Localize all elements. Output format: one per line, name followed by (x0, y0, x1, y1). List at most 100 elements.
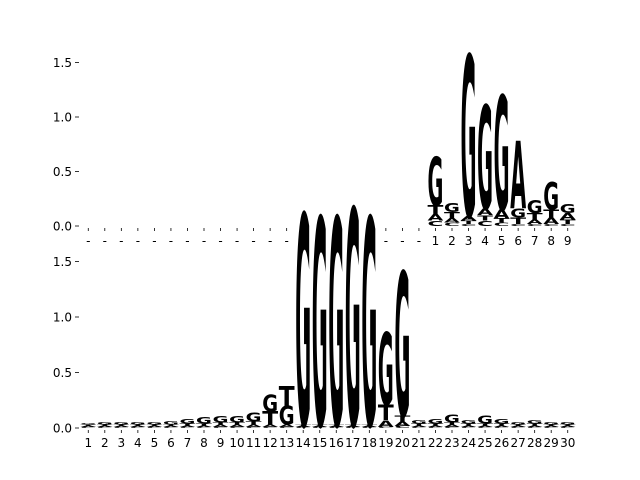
logo-letter-T: T (328, 424, 345, 426)
logo-letter-T: T (444, 211, 460, 221)
logo-letter-C: C (428, 427, 444, 429)
logo-letter-C: C (246, 427, 262, 429)
logo-letter-T: T (444, 422, 461, 425)
logo-letter-A: A (361, 426, 378, 428)
x-tick-label: 12 (262, 436, 277, 450)
logo-letter-C: C (113, 427, 129, 429)
x-tick-label: - (119, 234, 123, 248)
x-tick-label: - (400, 234, 404, 248)
x-tick-label: 17 (345, 436, 360, 450)
logo-letter-G: G (229, 414, 245, 425)
logo-letter-A: A (262, 424, 279, 428)
logo-letter-A: A (477, 426, 494, 428)
x-tick-label: - (417, 234, 421, 248)
logo-letter-A: A (494, 426, 511, 428)
x-tick-label: - (367, 234, 371, 248)
logo-letter-A: A (527, 218, 543, 225)
logo-letter-T: T (279, 380, 295, 412)
logo-letter-A: A (560, 426, 577, 428)
logo-letter-C: C (97, 427, 113, 429)
logo-letter-G: G (461, 11, 477, 269)
logo-letter-C: C (461, 427, 477, 429)
logo-letter-T: T (196, 423, 213, 426)
x-tick-label: - (284, 234, 288, 248)
logo-letter-C: C (163, 427, 179, 429)
logo-letter-C: C (196, 427, 212, 429)
logo-letter-T: T (477, 214, 493, 223)
logo-letter-A: A (146, 426, 163, 428)
logo-letter-T: T (494, 423, 511, 426)
logo-letter-T: T (543, 208, 560, 220)
x-tick-label: 28 (527, 436, 542, 450)
logo-letter-T: T (113, 424, 130, 426)
logo-letter-C: C (80, 427, 96, 429)
logo-letter-G: G (180, 418, 196, 425)
x-tick-label: - (301, 234, 305, 248)
logo-letter-C: C (444, 427, 460, 429)
logo-letter-A: A (428, 426, 445, 428)
x-tick-label: 10 (229, 436, 244, 450)
x-tick-label: 21 (411, 436, 426, 450)
x-tick-label: 18 (362, 436, 377, 450)
x-tick-label: 11 (246, 436, 261, 450)
x-tick-label: - (384, 234, 388, 248)
logo-letter-C: C (428, 219, 444, 228)
x-tick-label: 2 (101, 436, 109, 450)
logo-letter-C: C (477, 427, 493, 429)
logo-letter-G: G (97, 422, 113, 426)
logo-letter-G: G (146, 422, 162, 426)
logo-letter-A: A (444, 217, 460, 224)
y-tick-label: 1.5 (53, 56, 72, 70)
logo-letter-G: G (527, 420, 543, 425)
x-tick-label: 3 (118, 436, 126, 450)
logo-letter-G: G (477, 77, 493, 242)
logo-letter-C: C (494, 222, 510, 227)
x-tick-label: 23 (444, 436, 459, 450)
x-tick-label: 1 (432, 234, 440, 248)
logo-letter-A: A (560, 211, 577, 222)
logo-letter-C: C (146, 427, 162, 429)
logo-letter-A: A (163, 426, 180, 428)
logo-letter-C: C (328, 427, 344, 429)
logo-letter-G: G (510, 206, 526, 220)
x-tick-label: - (318, 234, 322, 248)
logo-letter-G: G (494, 65, 510, 247)
logo-letter-G: G (428, 418, 444, 425)
x-tick-label: 3 (465, 234, 473, 248)
logo-letter-T: T (378, 401, 395, 426)
logo-letter-T: T (146, 424, 163, 426)
x-tick-label: 4 (134, 436, 142, 450)
x-tick-label: - (251, 234, 255, 248)
x-tick-label: - (235, 234, 239, 248)
x-tick-label: 9 (564, 234, 572, 248)
logo-letter-C: C (262, 427, 278, 429)
logo-letter-A: A (80, 426, 97, 428)
x-tick-label: 1 (84, 436, 92, 450)
logo-letter-T: T (560, 424, 577, 426)
x-tick-label: 13 (279, 436, 294, 450)
logo-letter-A: A (196, 426, 213, 428)
x-tick-label: 6 (514, 234, 522, 248)
logo-letter-T: T (246, 420, 263, 425)
logo-letter-T: T (345, 424, 362, 426)
x-tick-label: - (202, 234, 206, 248)
logo-letter-C: C (361, 427, 377, 429)
x-tick-label: 27 (510, 436, 525, 450)
logo-letter-T: T (543, 424, 560, 426)
logo-letter-T: T (80, 424, 97, 426)
x-tick-label: 5 (498, 234, 506, 248)
logo-letter-A: A (411, 426, 428, 428)
logo-letter-G: G (444, 201, 460, 215)
logo-letter-A: A (527, 426, 544, 428)
x-tick-label: - (86, 234, 90, 248)
logo-letter-A: A (461, 426, 478, 428)
logo-letter-C: C (394, 425, 410, 429)
logo-letter-C: C (527, 427, 543, 429)
x-tick-label: 2 (448, 234, 456, 248)
logo-letter-A: A (312, 426, 329, 428)
x-tick-label: - (351, 234, 355, 248)
logo-letter-A: A (246, 424, 263, 428)
logo-letter-G: G (130, 422, 146, 426)
y-tick-label: 0.0 (53, 220, 72, 234)
